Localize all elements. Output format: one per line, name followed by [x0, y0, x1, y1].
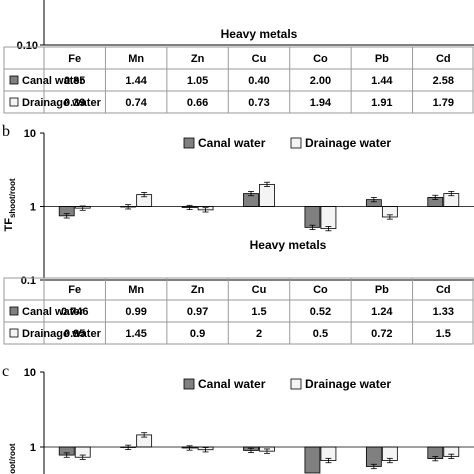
- table-header-co: Co: [313, 284, 328, 296]
- table-cell: 0.746: [61, 306, 89, 318]
- bar-b-drainage-cu: [259, 183, 275, 207]
- table-swatch-drainage: [9, 97, 19, 107]
- legend-label-canal: Canal water: [198, 136, 266, 150]
- y-axis-label-sub: shoot/root: [8, 178, 17, 218]
- table-swatch-canal: [9, 75, 19, 85]
- y-tick-label: 1: [30, 202, 36, 214]
- y-tick-label: 1: [30, 442, 36, 454]
- table-row-label-canal: Canal water: [22, 306, 84, 318]
- table-header-cu: Cu: [252, 53, 267, 65]
- table-cell: 0.66: [187, 97, 208, 109]
- table-cell: 0.39: [64, 97, 85, 109]
- table-header-co: Co: [313, 53, 328, 65]
- table-cell: 0.52: [310, 306, 331, 318]
- table-header-cd: Cd: [436, 53, 451, 65]
- table-row-label-drainage: Drainage water: [22, 328, 102, 340]
- x-axis-title: Heavy metals: [221, 27, 298, 41]
- table-cell: 2.00: [310, 75, 331, 87]
- table-cell: 0.97: [187, 306, 208, 318]
- table-cell: 0.72: [371, 328, 392, 340]
- table-header-zn: Zn: [191, 284, 205, 296]
- bar-b-drainage-co: [320, 206, 337, 230]
- y-tick-label: 10: [24, 128, 36, 140]
- table-swatch-drainage: [9, 328, 19, 338]
- table-cell: 1.5: [436, 328, 451, 340]
- legend-label-drainage: Drainage water: [305, 377, 391, 391]
- y-tick-label: 0.10: [17, 40, 38, 52]
- panel-a: 0.10 Heavy metals Fe Mn Zn Cu Co Pb Cd Canal wate…: [3, 0, 474, 114]
- table-header-zn: Zn: [191, 53, 205, 65]
- table-header-fe: Fe: [68, 284, 81, 296]
- table-row-label-canal: Canal water: [22, 75, 84, 87]
- legend-label-canal: Canal water: [198, 377, 266, 391]
- table-row-label-drainage: Drainage water: [22, 97, 102, 109]
- table-cell: 2.58: [433, 75, 454, 87]
- table-header-mn: Mn: [128, 284, 144, 296]
- bar-c-canal-co: [304, 446, 321, 474]
- table-cell: 1.94: [310, 97, 332, 109]
- y-axis-label: TFshoot/root: [3, 443, 17, 474]
- table-cell: 0.95: [64, 328, 85, 340]
- table-cell: 1.05: [187, 75, 208, 87]
- panel-b: b Canal water Drainage water 10 1 0.1 TFshoot/…: [2, 123, 474, 345]
- y-axis-label-sub: shoot/root: [8, 443, 17, 474]
- table-header-mn: Mn: [128, 53, 144, 65]
- bar-b-canal-co: [304, 206, 321, 228]
- table-cell: 1.79: [433, 97, 454, 109]
- table-header-cu: Cu: [252, 284, 267, 296]
- legend-swatch-drainage: [290, 137, 302, 149]
- legend-swatch-canal: [183, 378, 195, 390]
- table-cell: 0.85: [64, 75, 85, 87]
- table-cell: 1.5: [251, 306, 266, 318]
- table-header-fe: Fe: [68, 53, 81, 65]
- table-cell: 0.99: [125, 306, 146, 318]
- bar-c-canal-pb: [365, 446, 382, 467]
- y-axis-label: TFshoot/root: [3, 178, 17, 231]
- legend-swatch-canal: [183, 137, 195, 149]
- panel-letter-b: b: [2, 123, 10, 140]
- y-tick-label: 0.1: [21, 275, 36, 287]
- legend-swatch-drainage: [290, 378, 302, 390]
- y-axis-label-main: TF: [3, 218, 15, 232]
- table-cell: 0.5: [313, 328, 328, 340]
- table-cell: 2: [256, 328, 262, 340]
- panel-letter-c: c: [2, 363, 9, 380]
- table-header-cd: Cd: [436, 284, 451, 296]
- table-cell: 1.24: [371, 306, 393, 318]
- y-tick-label: 10: [24, 367, 36, 379]
- table-cell: 1.44: [371, 75, 393, 87]
- table-cell: 0.40: [248, 75, 269, 87]
- panel-c: c Canal water Drainage water 10 1 TFshoot/roo…: [2, 363, 474, 474]
- table-cell: 0.9: [190, 328, 205, 340]
- legend-label-drainage: Drainage water: [305, 136, 391, 150]
- table-cell: 0.73: [248, 97, 269, 109]
- table-header-pb: Pb: [375, 284, 389, 296]
- table-swatch-canal: [9, 306, 19, 316]
- table-cell: 1.45: [125, 328, 146, 340]
- x-axis-title: Heavy metals: [250, 238, 327, 252]
- table-cell: 1.33: [433, 306, 454, 318]
- table-cell: 1.91: [371, 97, 392, 109]
- table-cell: 1.44: [125, 75, 147, 87]
- table-cell: 0.74: [125, 97, 147, 109]
- table-header-pb: Pb: [375, 53, 389, 65]
